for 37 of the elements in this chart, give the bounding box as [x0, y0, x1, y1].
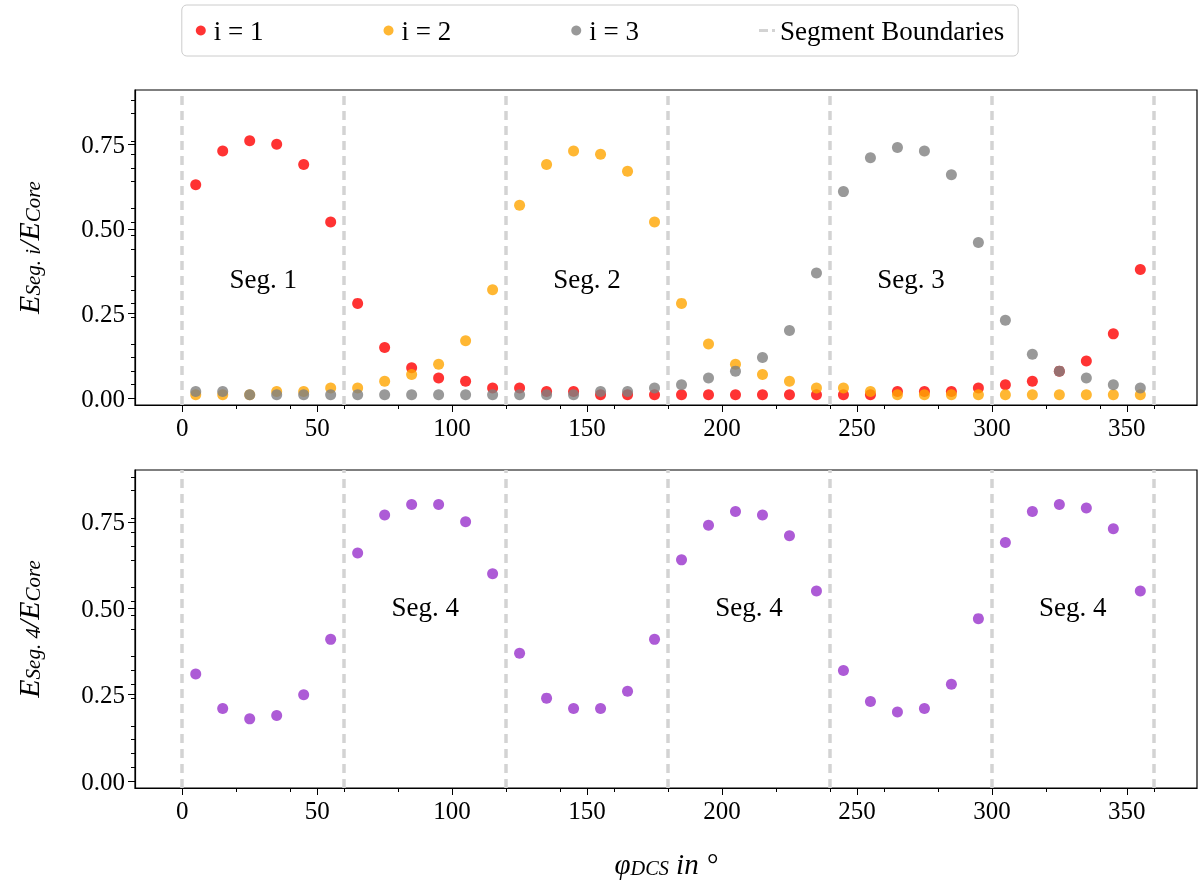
- x-tick-label: 350: [1108, 797, 1146, 824]
- y-axis-title: ESeg. i/ECore: [11, 181, 45, 315]
- y-tick-label: 0.50: [81, 594, 125, 622]
- annotation: Seg. 1: [229, 264, 297, 294]
- x-tick-label: 350: [1108, 414, 1146, 441]
- legend-label: Segment Boundaries: [779, 15, 1005, 46]
- x-tick-label: 50: [304, 414, 330, 441]
- annotation: Seg. 4: [391, 591, 460, 622]
- y-tick-label: 0.75: [81, 130, 125, 158]
- x-tick-label: 300: [973, 797, 1011, 824]
- annotation: Seg. 2: [553, 264, 621, 294]
- x-tick-label: 250: [838, 414, 876, 441]
- annotation: Seg. 3: [877, 264, 945, 294]
- x-tick-label: 50: [304, 797, 330, 824]
- x-tick-label: 250: [838, 797, 876, 824]
- annotation: Seg. 4: [715, 591, 784, 622]
- x-tick-label: 100: [433, 414, 471, 441]
- x-tick-label: 200: [703, 414, 741, 441]
- x-tick-label: 300: [973, 414, 1011, 441]
- x-tick-label: 0: [175, 797, 189, 824]
- legend-label: i = 2: [401, 15, 452, 46]
- x-axis-title: φDCS in °: [614, 847, 718, 880]
- y-axis-title: ESeg. 4/ECore: [11, 560, 45, 699]
- y-tick-label: 0.00: [81, 384, 125, 412]
- legend-label: i = 1: [213, 15, 264, 46]
- x-tick-label: 100: [433, 797, 471, 824]
- legend-label: i = 3: [589, 15, 639, 46]
- x-tick-label: 200: [703, 797, 741, 824]
- x-tick-label: 0: [175, 414, 189, 441]
- y-tick-label: 0.75: [81, 508, 125, 536]
- x-tick-label: 150: [568, 414, 606, 441]
- x-tick-label: 150: [568, 797, 606, 824]
- y-tick-label: 0.50: [81, 215, 125, 243]
- y-tick-label: 0.25: [81, 681, 125, 709]
- annotation: Seg. 4: [1039, 591, 1108, 622]
- y-tick-label: 0.00: [81, 767, 125, 795]
- y-tick-label: 0.25: [81, 300, 125, 328]
